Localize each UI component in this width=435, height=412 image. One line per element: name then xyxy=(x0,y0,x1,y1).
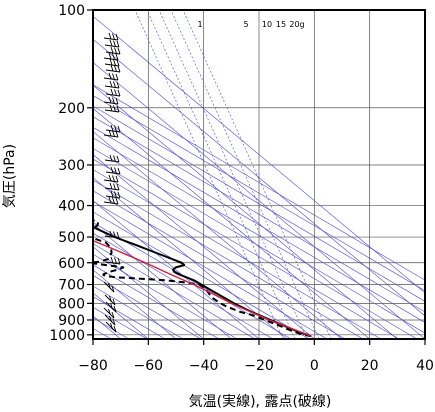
y-axis-label: 気圧(hPa) xyxy=(2,144,18,208)
mixing-ratio-label: 15 xyxy=(276,20,286,29)
x-axis-ticks: −80 −60 −40 −20 0 20 40 xyxy=(78,339,434,374)
wind-barb xyxy=(104,154,120,163)
wind-barb xyxy=(103,307,115,319)
wind-barbs xyxy=(103,32,121,333)
adiabat-line xyxy=(93,211,310,339)
y-tick-label: 200 xyxy=(58,101,85,117)
y-tick-label: 700 xyxy=(58,278,85,294)
adiabat-line xyxy=(93,169,382,339)
wind-barb xyxy=(103,52,119,61)
wind-barb xyxy=(103,281,115,293)
wind-barb xyxy=(105,88,121,97)
isotherm-line xyxy=(93,15,425,294)
adiabat-line xyxy=(93,232,274,339)
isotherm-line xyxy=(93,269,177,339)
wind-barb xyxy=(104,39,120,48)
x-tick-label: −40 xyxy=(189,358,219,374)
isotherm-line xyxy=(93,200,260,339)
wind-barb xyxy=(104,294,116,306)
y-tick-label: 300 xyxy=(58,158,85,174)
wind-barb xyxy=(103,72,119,81)
adiabat-line xyxy=(93,179,364,339)
mixing-ratio-line xyxy=(158,10,308,339)
wind-barb xyxy=(105,301,117,313)
wind-barb xyxy=(103,129,119,138)
sounding-series xyxy=(93,219,312,338)
wind-barb xyxy=(103,174,119,183)
wind-barb xyxy=(103,196,119,205)
x-axis-label: 気温(実線), 露点(破線) xyxy=(189,394,332,410)
isotherm-line xyxy=(93,154,315,339)
adiabat-line xyxy=(93,222,292,339)
mixing-ratio-label: 20g xyxy=(289,20,304,29)
x-tick-label: 0 xyxy=(310,358,319,374)
y-tick-label: 500 xyxy=(58,230,85,246)
adiabat-line xyxy=(93,264,220,339)
y-tick-label: 100 xyxy=(58,3,85,19)
x-tick-label: −20 xyxy=(244,358,274,374)
wind-barb xyxy=(105,64,121,73)
wind-barb xyxy=(104,182,120,191)
mixing-ratio-label: 10 xyxy=(262,20,272,29)
wind-barb xyxy=(105,256,121,265)
wind-barb xyxy=(104,80,120,89)
x-tick-label: 20 xyxy=(361,358,379,374)
adiabat-line xyxy=(93,243,256,339)
wind-barb xyxy=(104,314,116,326)
wind-barb xyxy=(103,32,119,41)
x-tick-label: −80 xyxy=(78,358,108,374)
wind-barb xyxy=(105,190,121,199)
y-tick-label: 1000 xyxy=(49,328,85,344)
adiabat-line xyxy=(93,253,238,339)
wind-barb xyxy=(104,58,120,67)
temperature-line xyxy=(93,225,312,338)
mixing-ratio-labels: 1 5 10 15 20g xyxy=(197,20,304,29)
y-tick-label: 600 xyxy=(58,256,85,272)
x-tick-label: −60 xyxy=(134,358,164,374)
grid-lines xyxy=(93,10,425,339)
mixing-ratio-label: 1 xyxy=(197,20,202,29)
adiabat-line xyxy=(93,201,328,339)
wind-barb xyxy=(104,104,120,113)
adiabat-line xyxy=(93,84,425,281)
wind-barb xyxy=(105,46,121,55)
wind-barb xyxy=(105,166,121,175)
wind-barb xyxy=(103,96,119,105)
y-tick-label: 800 xyxy=(58,296,85,312)
parcel-line xyxy=(93,239,312,337)
y-tick-label: 900 xyxy=(58,313,85,329)
y-tick-label: 400 xyxy=(58,199,85,215)
x-tick-label: 40 xyxy=(416,358,434,374)
mixing-ratio-line xyxy=(146,10,296,339)
wind-barb xyxy=(105,321,117,333)
mixing-ratio-label: 5 xyxy=(243,20,248,29)
